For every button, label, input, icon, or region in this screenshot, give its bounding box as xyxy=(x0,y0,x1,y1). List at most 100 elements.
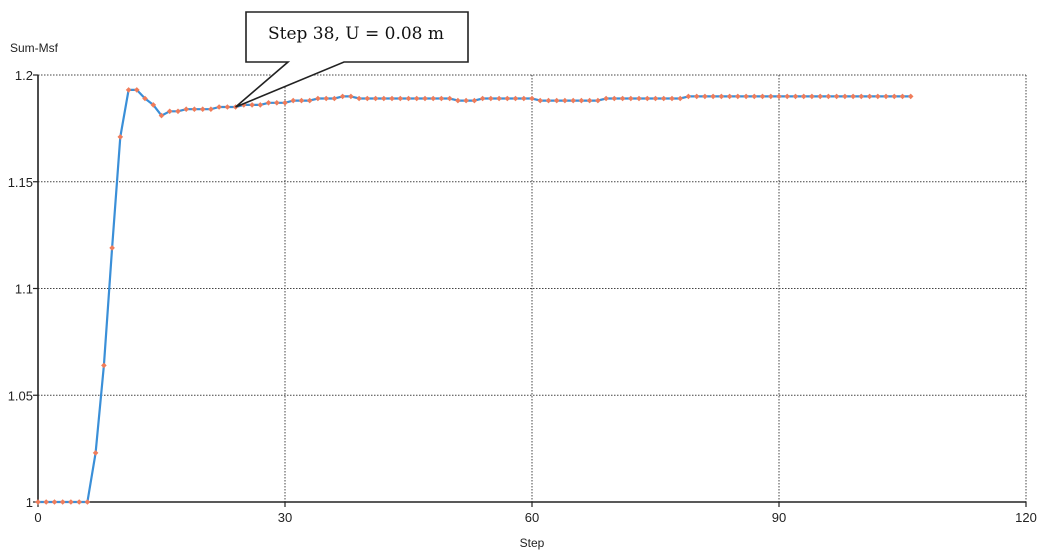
data-point-marker xyxy=(800,93,807,100)
x-tick-label: 90 xyxy=(772,510,786,525)
data-point-marker xyxy=(109,245,115,251)
data-point-marker xyxy=(496,95,502,102)
data-point-marker xyxy=(331,95,338,102)
x-tick-label: 0 xyxy=(34,510,41,525)
data-point-marker xyxy=(907,93,914,100)
data-point-marker xyxy=(792,93,799,100)
axes xyxy=(33,74,1027,507)
data-point-marker xyxy=(430,95,436,102)
data-point-marker xyxy=(833,93,840,100)
data-point-marker xyxy=(323,95,329,102)
data-point-marker xyxy=(290,97,296,104)
data-point-marker xyxy=(512,95,519,102)
callout-text: Step 38, U = 0.08 m xyxy=(268,24,444,44)
data-point-marker xyxy=(265,100,272,106)
data-point-marker xyxy=(315,95,321,102)
data-point-marker xyxy=(150,102,157,108)
data-point-marker xyxy=(817,93,823,100)
data-point-marker xyxy=(208,106,214,112)
data-point-marker xyxy=(693,93,700,100)
data-point-marker xyxy=(191,106,198,112)
data-point-marker xyxy=(306,97,313,104)
data-point-marker xyxy=(842,93,848,100)
data-point-marker xyxy=(125,87,132,93)
data-point-marker xyxy=(455,97,461,104)
data-point-marker xyxy=(751,93,758,100)
data-point-marker xyxy=(397,95,404,102)
data-point-marker xyxy=(883,93,889,100)
data-point-marker xyxy=(356,95,362,102)
data-point-marker xyxy=(117,134,124,140)
data-point-marker xyxy=(595,97,601,104)
data-point-marker xyxy=(51,499,58,505)
annotation-callout: Step 38, U = 0.08 m xyxy=(235,11,469,108)
data-point-marker xyxy=(529,95,535,102)
data-point-marker xyxy=(570,97,576,104)
data-point-marker xyxy=(158,112,165,119)
data-point-marker xyxy=(809,93,815,100)
data-point-marker xyxy=(142,95,148,102)
data-point-marker xyxy=(43,499,49,505)
data-point-marker xyxy=(875,93,881,100)
data-point-marker xyxy=(628,95,634,102)
data-point-marker xyxy=(891,93,898,100)
y-tick-label: 1.1 xyxy=(15,282,33,297)
data-point-marker xyxy=(710,93,716,100)
data-point-marker xyxy=(405,95,412,102)
data-point-marker xyxy=(619,95,626,102)
y-tick-label: 1.05 xyxy=(8,388,33,403)
data-point-marker xyxy=(768,93,774,100)
data-point-marker xyxy=(364,95,371,102)
grid-lines xyxy=(38,74,1027,502)
data-point-marker xyxy=(652,95,659,102)
data-point-marker xyxy=(249,102,255,108)
data-point-marker xyxy=(298,97,305,104)
data-point-marker xyxy=(735,93,741,100)
data-point-marker xyxy=(545,97,552,104)
data-point-marker xyxy=(850,93,856,100)
data-point-marker xyxy=(578,97,585,104)
data-point-marker xyxy=(899,93,906,100)
data-point-marker xyxy=(488,95,494,102)
x-tick-label: 120 xyxy=(1015,510,1037,525)
data-point-marker xyxy=(413,95,420,102)
data-point-marker xyxy=(521,95,527,102)
data-point-marker xyxy=(685,93,692,100)
data-point-marker xyxy=(463,97,469,104)
data-point-marker xyxy=(92,450,99,456)
data-point-marker xyxy=(759,93,766,100)
data-point-marker xyxy=(537,97,543,104)
data-point-marker xyxy=(372,95,379,102)
data-point-marker xyxy=(183,106,189,112)
data-point-marker xyxy=(76,499,82,505)
data-point-marker xyxy=(422,95,428,102)
data-point-marker xyxy=(636,95,642,102)
data-point-marker xyxy=(702,93,708,100)
data-point-marker xyxy=(438,95,445,102)
x-tick-label: 60 xyxy=(525,510,539,525)
series-markers xyxy=(35,87,914,505)
data-point-marker xyxy=(644,95,651,102)
data-point-marker xyxy=(224,104,231,110)
data-point-marker xyxy=(175,108,181,115)
data-point-marker xyxy=(479,95,486,102)
data-point-marker xyxy=(389,95,395,102)
callout-box xyxy=(235,11,469,108)
data-point-marker xyxy=(611,95,618,102)
data-point-marker xyxy=(166,108,173,115)
data-point-marker xyxy=(35,499,41,505)
data-point-marker xyxy=(381,95,387,102)
data-point-marker xyxy=(669,95,675,102)
y-axis-title: Sum-Msf xyxy=(10,41,59,55)
data-point-marker xyxy=(562,97,568,104)
x-axis-title: Step xyxy=(520,536,545,550)
data-point-marker xyxy=(776,93,782,100)
y-tick-label: 1.2 xyxy=(15,68,33,83)
data-point-marker xyxy=(59,499,66,505)
data-point-marker xyxy=(101,362,107,369)
data-point-marker xyxy=(134,87,140,93)
data-point-marker xyxy=(866,93,873,100)
data-point-marker xyxy=(348,93,354,100)
data-point-marker xyxy=(216,104,222,110)
